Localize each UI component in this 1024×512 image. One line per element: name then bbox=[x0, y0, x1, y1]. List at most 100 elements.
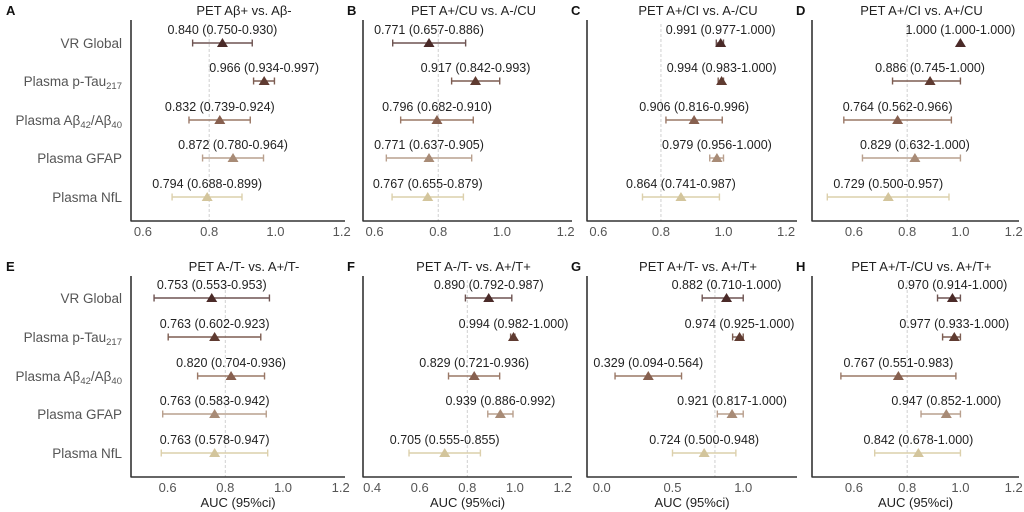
panel-d: D PET A+/CI vs. A+/CU 0.6 0.8 1.0 1.2 1.000 (1… bbox=[796, 3, 1023, 239]
auc-value-label: 0.832 (0.739-0.924) bbox=[165, 100, 275, 114]
auc-marker-triangle bbox=[948, 332, 960, 341]
x-axis-label: AUC (95%ci) bbox=[878, 495, 953, 510]
auc-value-label: 0.977 (0.933-1.000) bbox=[899, 317, 1009, 331]
auc-value-label: 0.767 (0.551-0.983) bbox=[843, 356, 953, 370]
x-tick-label: 0.6 bbox=[134, 224, 152, 239]
panel-title: PET A+/T- vs. A+/T+ bbox=[639, 259, 757, 274]
auc-value-label: 0.763 (0.583-0.942) bbox=[160, 394, 270, 408]
x-tick-label: 0.8 bbox=[200, 224, 218, 239]
x-tick-label: 1.2 bbox=[1005, 224, 1023, 239]
x-tick-label: 0.8 bbox=[429, 224, 447, 239]
forest-point-4: 0.939 (0.886-0.992) bbox=[445, 394, 555, 418]
row-label-main: Plasma p-Tau bbox=[24, 330, 107, 345]
x-tick-label: 1.2 bbox=[557, 224, 575, 239]
auc-marker-triangle bbox=[715, 38, 727, 47]
x-tick-label: 0.6 bbox=[411, 480, 429, 495]
panel-b: B PET A+/CU vs. A-/CU 0.6 0.8 1.0 1.2 0.771 (0… bbox=[347, 3, 575, 239]
row-labels-top: VR Global Plasma p-Tau217 Plasma Aβ42/Aβ40… bbox=[16, 36, 123, 205]
x-tick-label: 1.0 bbox=[506, 480, 524, 495]
x-tick-label: 1.0 bbox=[274, 480, 292, 495]
auc-marker-triangle bbox=[711, 153, 723, 162]
auc-marker-triangle bbox=[642, 371, 654, 380]
auc-marker-triangle bbox=[892, 371, 904, 380]
auc-value-label: 0.994 (0.982-1.000) bbox=[459, 317, 569, 331]
panel-g: G PET A+/T- vs. A+/T+ 0.0 0.5 1.0 AUC (95%ci)… bbox=[571, 259, 797, 510]
auc-value-label: 0.994 (0.983-1.000) bbox=[667, 61, 777, 75]
auc-value-label: 0.966 (0.934-0.997) bbox=[209, 61, 319, 75]
row-label: Plasma Aβ42/Aβ40 bbox=[16, 369, 122, 387]
auc-value-label: 0.890 (0.792-0.987) bbox=[434, 278, 544, 292]
row-label: Plasma GFAP bbox=[37, 407, 122, 422]
auc-value-label: 0.864 (0.741-0.987) bbox=[626, 177, 736, 191]
auc-marker-triangle bbox=[954, 38, 966, 47]
row-label-main: Plasma Aβ bbox=[16, 369, 81, 384]
x-tick-label: 1.0 bbox=[734, 480, 752, 495]
auc-value-label: 0.939 (0.886-0.992) bbox=[445, 394, 555, 408]
forest-point-2: 0.994 (0.982-1.000) bbox=[459, 317, 569, 341]
x-tick-label: 1.2 bbox=[1005, 480, 1023, 495]
x-tick-label: 0.0 bbox=[593, 480, 611, 495]
auc-marker-triangle bbox=[940, 409, 952, 418]
panel-letter: D bbox=[796, 3, 805, 18]
panel-title: PET Aβ+ vs. Aβ- bbox=[196, 3, 291, 18]
panel-letter: A bbox=[6, 3, 16, 18]
forest-point-1: 0.840 (0.750-0.930) bbox=[168, 23, 277, 47]
auc-marker-triangle bbox=[214, 115, 226, 124]
row-label: VR Global bbox=[60, 36, 122, 51]
x-tick-label: 0.4 bbox=[363, 480, 381, 495]
forest-point-2: 0.994 (0.983-1.000) bbox=[667, 61, 777, 85]
x-tick-label: 0.5 bbox=[663, 480, 681, 495]
panel-title: PET A+/CI vs. A-/CU bbox=[638, 3, 757, 18]
x-tick-label: 1.2 bbox=[333, 224, 351, 239]
auc-marker-triangle bbox=[912, 448, 924, 457]
auc-marker-triangle bbox=[227, 153, 239, 162]
x-tick-label: 0.8 bbox=[898, 224, 916, 239]
forest-point-5: 0.767 (0.655-0.879) bbox=[373, 177, 483, 201]
row-label: VR Global bbox=[60, 291, 122, 306]
row-label: Plasma p-Tau217 bbox=[24, 74, 122, 92]
forest-point-1: 0.753 (0.553-0.953) bbox=[153, 278, 271, 302]
auc-value-label: 0.882 (0.710-1.000) bbox=[672, 278, 782, 292]
auc-value-label: 0.705 (0.555-0.855) bbox=[390, 433, 500, 447]
x-tick-label: 0.8 bbox=[652, 224, 670, 239]
auc-value-label: 0.794 (0.688-0.899) bbox=[152, 177, 262, 191]
forest-point-1: 1.000 (1.000-1.000) bbox=[906, 23, 1015, 47]
row-label-subscript-2: 40 bbox=[111, 376, 122, 387]
forest-point-5: 0.763 (0.578-0.947) bbox=[160, 433, 270, 457]
auc-value-label: 0.829 (0.721-0.936) bbox=[419, 356, 529, 370]
x-tick-label: 1.0 bbox=[951, 480, 969, 495]
forest-point-1: 0.890 (0.792-0.987) bbox=[434, 278, 544, 302]
x-tick-label: 1.2 bbox=[553, 480, 571, 495]
auc-marker-triangle bbox=[716, 76, 728, 85]
auc-marker-triangle bbox=[431, 115, 443, 124]
forest-point-5: 0.794 (0.688-0.899) bbox=[152, 177, 262, 201]
auc-marker-triangle bbox=[688, 115, 700, 124]
x-axis-label: AUC (95%ci) bbox=[200, 495, 275, 510]
panel-letter: F bbox=[347, 259, 355, 274]
x-tick-label: 1.2 bbox=[777, 224, 795, 239]
row-label-main: VR Global bbox=[60, 36, 122, 51]
auc-marker-triangle bbox=[909, 153, 921, 162]
row-label: Plasma Aβ42/Aβ40 bbox=[16, 113, 122, 131]
auc-marker-triangle bbox=[507, 332, 519, 341]
auc-marker-triangle bbox=[698, 448, 710, 457]
auc-marker-triangle bbox=[201, 192, 213, 201]
panel-f: F PET A-/T- vs. A+/T+ 0.4 0.6 0.8 1.0 1.2 AUC (… bbox=[347, 259, 572, 510]
auc-value-label: 0.764 (0.562-0.966) bbox=[843, 100, 953, 114]
x-tick-label: 0.6 bbox=[159, 480, 177, 495]
forest-point-4: 0.921 (0.817-1.000) bbox=[677, 394, 787, 418]
panel-h: H PET A+/T-/CU vs. A+/T+ 0.6 0.8 1.0 1.2 AUC (… bbox=[796, 259, 1023, 510]
auc-value-label: 0.820 (0.704-0.936) bbox=[176, 356, 286, 370]
x-tick-label: 0.6 bbox=[845, 480, 863, 495]
forest-point-4: 0.947 (0.852-1.000) bbox=[891, 394, 1001, 418]
panel-title: PET A-/T- vs. A+/T- bbox=[189, 259, 300, 274]
forest-point-3: 0.796 (0.682-0.910) bbox=[382, 100, 492, 124]
row-label-main: Plasma NfL bbox=[52, 446, 122, 461]
forest-point-4: 0.872 (0.780-0.964) bbox=[178, 138, 288, 162]
forest-point-2: 0.886 (0.745-1.000) bbox=[875, 61, 985, 85]
x-tick-label: 1.0 bbox=[714, 224, 732, 239]
auc-marker-triangle bbox=[675, 192, 687, 201]
auc-marker-triangle bbox=[209, 409, 221, 418]
forest-point-5: 0.864 (0.741-0.987) bbox=[626, 177, 736, 201]
